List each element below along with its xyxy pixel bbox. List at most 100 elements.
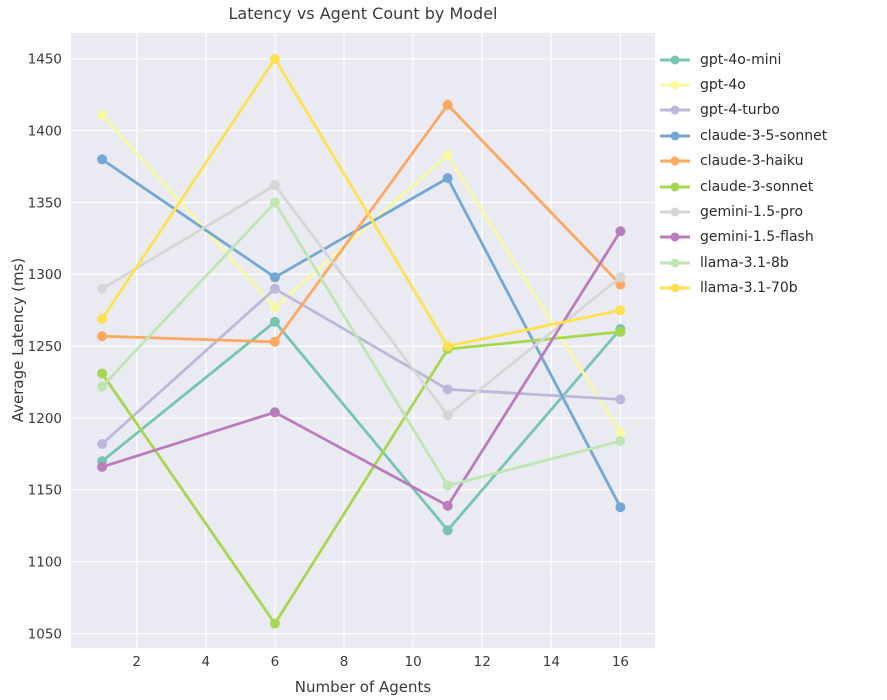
x-tick-label: 8 [340, 654, 349, 670]
data-point-gemini-1.5-pro-x6 [269, 180, 280, 191]
series-line-gemini-1.5-flash [100, 229, 622, 508]
legend-label-gpt-4-turbo: gpt-4-turbo [700, 102, 780, 119]
legend-marker-icon [670, 55, 680, 65]
series-line-claude-3-5-sonnet [100, 157, 622, 509]
series-llama-3.1-8b [97, 197, 626, 491]
data-point-claude-3-haiku-x6 [269, 336, 280, 347]
series-line-llama-3.1-70b [100, 57, 622, 348]
series-line-gpt-4-turbo [100, 287, 622, 446]
data-point-gpt-4-turbo-x6 [269, 283, 280, 294]
legend: gpt-4o-mini gpt-4o gpt-4-turbo claude-3-5-s… [659, 47, 827, 301]
legend-item-gemini-1.5-pro: gemini-1.5-pro [659, 199, 827, 224]
chart-title: Latency vs Agent Count by Model [228, 4, 498, 23]
data-point-claude-3-5-sonnet-x6 [269, 272, 280, 283]
legend-item-gpt-4o-mini: gpt-4o-mini [659, 47, 827, 72]
y-tick-label: 1400 [28, 123, 62, 139]
legend-label-claude-3-5-sonnet: claude-3-5-sonnet [700, 127, 828, 144]
legend-marker-icon [670, 182, 680, 192]
legend-marker-icon [670, 131, 680, 141]
series-line-llama-3.1-8b [100, 201, 622, 488]
legend-item-gpt-4-turbo: gpt-4-turbo [659, 98, 827, 123]
series-gemini-1.5-pro [97, 180, 626, 421]
legend-swatch-llama-3.1-70b [660, 283, 690, 293]
legend-label-llama-3.1-70b: llama-3.1-70b [700, 280, 798, 297]
x-axis-label: Number of Agents [294, 678, 432, 696]
y-tick-label: 1050 [28, 626, 62, 642]
data-point-gpt-4o-x11 [442, 150, 453, 161]
y-tick-label: 1250 [28, 339, 62, 355]
series-line-claude-3-sonnet [100, 330, 622, 625]
legend-swatch-gpt-4o-mini [660, 55, 690, 65]
x-tick-label: 6 [271, 654, 280, 670]
x-tick-label: 16 [612, 654, 629, 670]
y-tick-label: 1350 [28, 195, 62, 211]
legend-swatch-gemini-1.5-pro [660, 207, 690, 217]
data-point-gpt-4o-x1 [97, 109, 108, 120]
data-point-gemini-1.5-pro-x1 [97, 283, 108, 294]
data-point-gpt-4o-x6 [269, 302, 280, 313]
data-point-claude-3-sonnet-x6 [269, 618, 280, 629]
series-claude-3-5-sonnet [97, 154, 626, 513]
data-point-gpt-4o-mini-x11 [442, 525, 453, 536]
data-point-claude-3-sonnet-x16 [615, 326, 626, 337]
legend-marker-icon [670, 105, 680, 115]
legend-marker-icon [670, 258, 680, 268]
legend-marker-icon [670, 207, 680, 217]
data-point-claude-3-5-sonnet-x11 [442, 173, 453, 184]
data-point-claude-3-5-sonnet-x16 [615, 502, 626, 513]
legend-item-gpt-4o: gpt-4o [659, 72, 827, 97]
data-point-gemini-1.5-flash-x11 [442, 500, 453, 511]
data-point-gpt-4-turbo-x16 [615, 394, 626, 405]
legend-label-llama-3.1-8b: llama-3.1-8b [700, 254, 789, 271]
series-line-claude-3-haiku [100, 103, 622, 344]
legend-label-claude-3-haiku: claude-3-haiku [700, 153, 804, 170]
legend-marker-icon [670, 80, 680, 90]
legend-item-claude-3-sonnet: claude-3-sonnet [659, 174, 827, 199]
data-point-gpt-4o-x16 [615, 427, 626, 438]
data-point-llama-3.1-8b-x6 [269, 197, 280, 208]
legend-marker-icon [670, 283, 680, 293]
data-point-llama-3.1-70b-x11 [442, 341, 453, 352]
legend-label-gpt-4o: gpt-4o [700, 77, 746, 94]
data-point-gpt-4-turbo-x11 [442, 384, 453, 395]
legend-swatch-gpt-4o [660, 80, 690, 90]
legend-marker-icon [670, 232, 680, 242]
legend-swatch-llama-3.1-8b [660, 258, 690, 268]
series-line-gemini-1.5-pro [100, 183, 622, 417]
data-point-gemini-1.5-pro-x11 [442, 410, 453, 421]
series-gpt-4-turbo [97, 283, 626, 449]
legend-swatch-claude-3-haiku [660, 156, 690, 166]
legend-label-claude-3-sonnet: claude-3-sonnet [700, 178, 814, 195]
y-tick-label: 1150 [28, 483, 62, 499]
legend-label-gemini-1.5-pro: gemini-1.5-pro [700, 204, 804, 221]
x-tick-label: 14 [543, 654, 560, 670]
legend-item-claude-3-haiku: claude-3-haiku [659, 149, 827, 174]
x-tick-label: 4 [201, 654, 210, 670]
data-point-llama-3.1-8b-x1 [97, 381, 108, 392]
legend-label-gpt-4o-mini: gpt-4o-mini [700, 51, 782, 68]
data-point-llama-3.1-70b-x1 [97, 313, 108, 324]
y-tick-label: 1450 [28, 52, 62, 68]
series-gpt-4o [97, 109, 626, 438]
legend-item-llama-3.1-70b: llama-3.1-70b [659, 276, 827, 301]
legend-swatch-gemini-1.5-flash [660, 232, 690, 242]
data-point-gpt-4o-mini-x6 [269, 316, 280, 327]
legend-swatch-claude-3-5-sonnet [660, 131, 690, 141]
legend-swatch-claude-3-sonnet [660, 182, 690, 192]
data-point-claude-3-haiku-x1 [97, 331, 108, 342]
data-point-llama-3.1-8b-x16 [615, 436, 626, 447]
legend-marker-icon [670, 156, 680, 166]
data-point-llama-3.1-8b-x11 [442, 480, 453, 491]
y-tick-label: 1300 [28, 267, 62, 283]
series-line-gpt-4o [100, 113, 622, 434]
data-point-gpt-4-turbo-x1 [97, 439, 108, 449]
y-tick-label: 1200 [28, 411, 62, 427]
x-tick-label: 2 [132, 654, 141, 670]
series-gemini-1.5-flash [97, 226, 626, 511]
legend-item-gemini-1.5-flash: gemini-1.5-flash [659, 225, 827, 250]
legend-item-llama-3.1-8b: llama-3.1-8b [659, 250, 827, 275]
legend-swatch-gpt-4-turbo [660, 105, 690, 115]
data-point-claude-3-haiku-x16 [615, 279, 626, 290]
